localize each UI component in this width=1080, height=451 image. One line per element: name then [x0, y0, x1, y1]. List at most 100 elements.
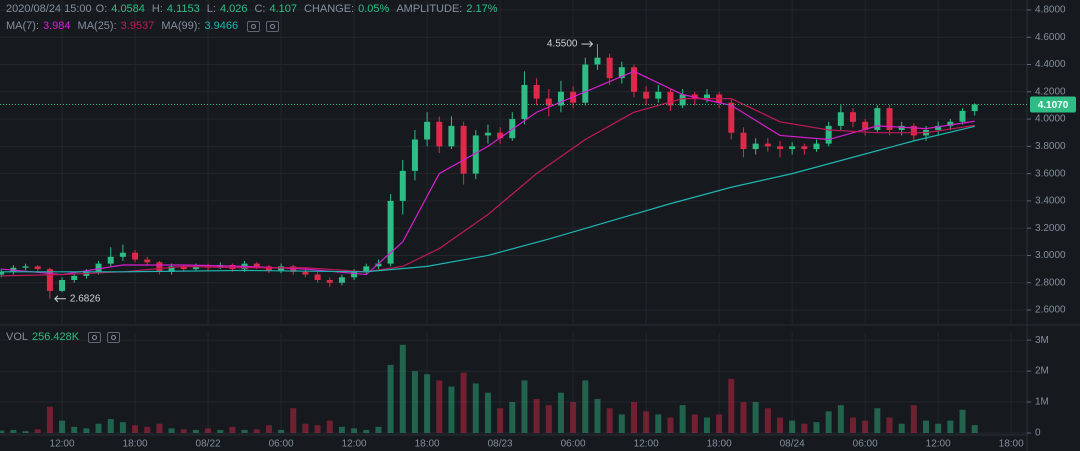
candle-body — [910, 125, 917, 136]
volume-bar — [71, 426, 78, 433]
volume-bar — [241, 429, 248, 433]
volume-bar — [180, 429, 187, 433]
candle-body — [764, 143, 771, 147]
settings-icon[interactable] — [266, 20, 280, 32]
candle-body — [46, 269, 53, 291]
candle-body — [460, 125, 467, 174]
volume-bar — [168, 428, 175, 433]
volume-bar — [825, 411, 832, 433]
candle-body — [34, 266, 41, 270]
ma-label: MA(99): — [161, 20, 201, 32]
eye-icon[interactable] — [88, 331, 102, 343]
y-tick-label: 4.6000 — [1035, 32, 1066, 43]
last-price-label: 4.1070 — [1038, 100, 1069, 111]
candle-body — [338, 277, 345, 283]
candle-body — [837, 112, 844, 126]
stat-value: 2.17% — [466, 3, 498, 15]
candle-body — [363, 266, 370, 272]
candle-body — [436, 121, 443, 147]
candle-body — [557, 91, 564, 106]
candle-body — [411, 139, 418, 171]
x-tick-label: 18:00 — [123, 439, 148, 450]
vol-label: VOL — [6, 331, 29, 343]
ma-label: MA(7): — [6, 20, 39, 32]
volume-bar — [217, 429, 224, 433]
vol-legend: VOL 256.428K — [6, 331, 121, 343]
last-price-tag — [1030, 96, 1076, 113]
candle-body — [691, 94, 698, 99]
y-tick-label: 4.8000 — [1035, 5, 1066, 16]
candle-body — [484, 132, 491, 136]
volume-bar — [849, 417, 856, 433]
volume-bar — [59, 420, 66, 433]
volume-bar — [923, 420, 930, 433]
annotation-label: 2.6826 — [70, 293, 101, 304]
volume-bar — [22, 431, 29, 433]
candle-body — [789, 146, 796, 150]
x-tick-label: 08/23 — [488, 439, 513, 450]
x-tick-label: 18:00 — [999, 439, 1024, 450]
candle-body — [898, 125, 905, 130]
annotation-label: 4.5500 — [547, 39, 578, 50]
candle-body — [667, 91, 674, 106]
stat-value: 4.1153 — [166, 3, 200, 15]
candle-body — [655, 91, 662, 99]
candle-body — [387, 200, 394, 264]
volume-bar — [156, 423, 163, 433]
volume-bar — [752, 402, 759, 433]
x-tick-label: 18:00 — [707, 439, 732, 450]
x-tick-label: 12:00 — [50, 439, 75, 450]
stat-value: 4.026 — [219, 3, 248, 15]
ma-legend: MA(7): 3.984 MA(25): 3.9537 MA(99): 3.9466 — [6, 20, 280, 32]
candle-body — [192, 266, 199, 270]
y-tick-label: 3.8000 — [1035, 141, 1066, 152]
candle-body — [326, 279, 333, 283]
volume-bar — [95, 423, 102, 433]
volume-bar — [740, 402, 747, 433]
annotation-arrowhead — [54, 295, 59, 303]
settings-icon[interactable] — [107, 331, 121, 343]
candle-body — [132, 252, 139, 260]
ma-value: 3.984 — [43, 20, 71, 32]
candle-body — [59, 279, 66, 291]
stat-label: H: — [151, 3, 163, 15]
y-tick-label: 2.6000 — [1035, 305, 1066, 316]
volume-bar — [107, 419, 114, 433]
volume-bar — [521, 380, 528, 433]
volume-bar — [691, 414, 698, 433]
candle-body — [265, 266, 272, 271]
candle-body — [801, 146, 808, 150]
candle-body — [886, 108, 893, 130]
candle-body — [22, 266, 29, 268]
candle-body — [314, 274, 321, 280]
candle-body — [947, 121, 954, 126]
volume-bar — [497, 408, 504, 433]
candle-body — [862, 121, 869, 130]
ma-value: 3.9537 — [120, 20, 155, 32]
volume-bar — [886, 417, 893, 433]
y-tick-label: 3.2000 — [1035, 223, 1066, 234]
ma-value: 3.9466 — [204, 20, 239, 32]
volume-bar — [0, 430, 5, 433]
volume-bar — [290, 408, 297, 433]
candle-body — [813, 143, 820, 150]
volume-bar — [533, 398, 540, 433]
y-tick-label: 2.8000 — [1035, 277, 1066, 288]
volume-bar — [34, 429, 41, 433]
x-tick-label: 12:00 — [634, 439, 659, 450]
candle-body — [582, 64, 589, 103]
x-tick-label: 18:00 — [415, 439, 440, 450]
stat-value: 4.0584 — [111, 3, 145, 15]
candle-body — [594, 57, 601, 65]
y-tick-label: 4.2000 — [1035, 86, 1066, 97]
header-date: 2020/08/24 15:00 — [6, 3, 92, 15]
candle-body — [95, 263, 102, 272]
volume-bar — [764, 408, 771, 433]
candle-body — [180, 266, 187, 270]
candle-body — [253, 263, 260, 267]
volume-bar — [789, 420, 796, 433]
stat-value: 4.107 — [269, 3, 297, 15]
eye-icon[interactable] — [247, 20, 261, 32]
volume-bar — [618, 414, 625, 433]
